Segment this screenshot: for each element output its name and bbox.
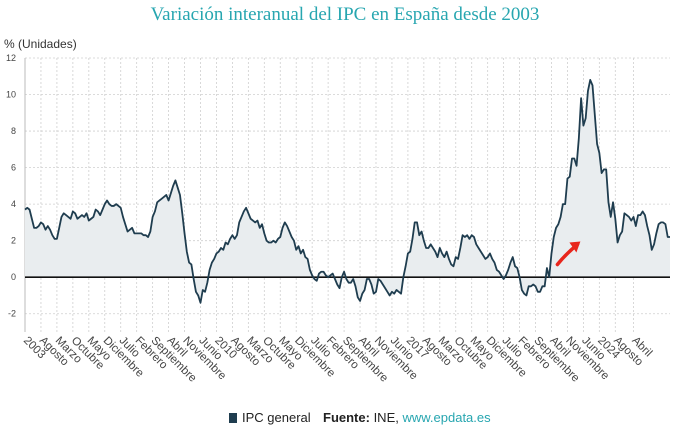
legend-swatch [229,412,237,423]
source-label: Fuente: [323,410,370,425]
y-axis-label: % (Unidades) [4,37,77,51]
annotation-arrow-head [569,241,581,253]
series-area-fill [25,79,670,303]
y-tick-label: 6 [11,163,16,173]
legend[interactable]: IPC general [229,410,311,425]
y-tick-label: 4 [11,199,16,209]
y-tick-label: 12 [6,53,16,63]
area-layer [24,79,670,304]
footer: IPC general Fuente: INE, www.epdata.es [0,410,690,425]
y-tick-label: 2 [11,236,16,246]
y-tick-label: 10 [6,90,16,100]
y-tick-label: 8 [11,126,16,136]
annotation-layer [555,241,581,267]
chart-title: Variación interanual del IPC en España d… [150,4,540,25]
x-ticks: 2003AgostoMarzoOctubreMayoDiciembreJulio… [21,335,654,385]
y-ticks: -2 0 2 4 6 8 10 12 [6,53,16,319]
y-tick-label: -2 [8,309,16,319]
legend-label: IPC general [242,410,311,425]
source-credit: Fuente: INE, www.epdata.es [323,410,491,425]
y-tick-label: 0 [11,272,16,282]
source-link[interactable]: www.epdata.es [402,410,491,425]
source-text: INE, [369,410,403,425]
series-line-ipc-general [24,79,670,304]
chart-plot: % (Unidades) -2 0 2 4 6 8 10 12 2003AgostoMarzo… [4,37,670,385]
